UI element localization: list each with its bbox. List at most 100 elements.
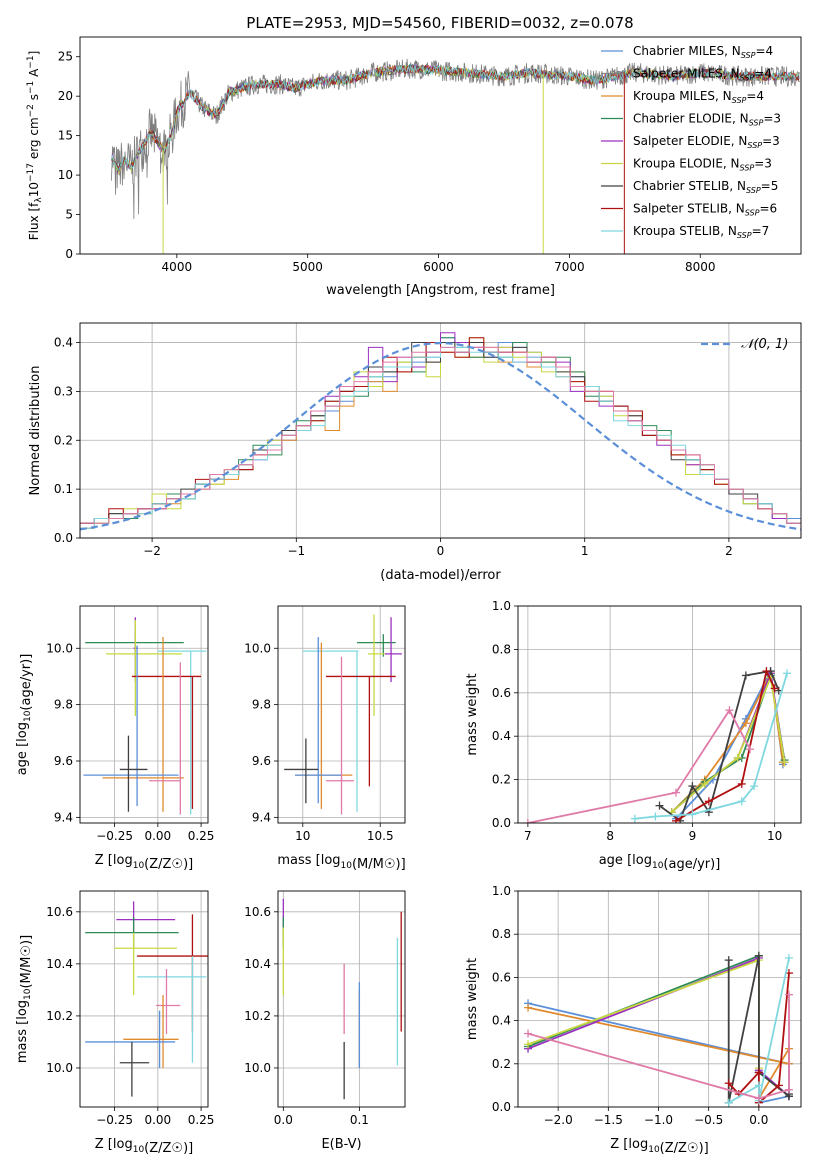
weight-line <box>527 994 790 1100</box>
histogram-series <box>80 346 801 538</box>
x-tick-label: −0.25 <box>96 829 133 843</box>
legend-label: Salpeter STELIB, N <box>633 202 745 216</box>
spectrum-panel: 4000 5000 6000 7000 8000 0 5 10 15 20 25 wavelength… <box>26 36 802 298</box>
x-tick-label: 0.1 <box>350 1113 369 1127</box>
legend-label: Chabrier MILES, N <box>633 44 741 58</box>
axes-frame <box>277 890 406 1108</box>
y-axis-label-part: 10 <box>27 182 41 197</box>
legend-suffix: =6 <box>759 202 777 216</box>
y-axis-label-part: −2 <box>26 104 36 117</box>
legend-entry: Chabrier MILES, NSSP=4 <box>633 44 773 60</box>
legend-sub: SSP <box>741 51 756 60</box>
y-tick-label: 9.6 <box>252 754 271 768</box>
x-axis-label: Z [log10(Z/Z☉)] <box>95 853 193 872</box>
x-tick-label: −1.5 <box>594 1113 623 1127</box>
spectrum-model-line <box>111 64 800 171</box>
axes-frame <box>277 605 406 824</box>
y-tick-label: 10.6 <box>46 905 73 919</box>
axes-frame <box>79 890 209 1108</box>
y-tick-label: 10.0 <box>244 641 271 655</box>
z-weight-panel: −2.0 −1.5 −1.0 −0.5 0.0 0.0 0.2 0.4 0.6 0.8 1.0 Z [… <box>465 884 802 1156</box>
age-weight-panel: 7 8 9 10 0.0 0.2 0.4 0.6 0.8 1.0 age [log10(age/yr… <box>465 599 802 872</box>
y-tick-label: 9.4 <box>252 810 271 824</box>
x-axis-label: Z [log10(Z/Z☉)] <box>610 1137 708 1156</box>
axes-frame <box>79 605 209 824</box>
y-tick-label: 0.4 <box>54 336 73 350</box>
panels: 4000 5000 6000 7000 80000510152025wavelength… <box>15 36 802 1156</box>
y-tick-label: 0.8 <box>492 642 511 656</box>
y-axis-label: age [log10(age/yr)] <box>15 654 34 776</box>
y-tick-label: 0.4 <box>492 729 511 743</box>
weight-lines <box>523 667 792 823</box>
axes-frame <box>517 890 802 1108</box>
y-tick-label: 1.0 <box>492 599 511 613</box>
y-tick-label: 9.8 <box>252 698 271 712</box>
legend-label: Chabrier ELODIE, N <box>633 112 749 126</box>
y-axis-label: Flux [fλ10−17 erg cm−2 s−1 A−1] <box>26 51 44 241</box>
legend-suffix: =5 <box>761 179 779 193</box>
y-tick-label: 0.0 <box>54 531 73 545</box>
y-tick-label: 10.4 <box>46 957 73 971</box>
legend-label: Salpeter MILES, N <box>633 67 740 81</box>
errorbars <box>83 617 207 815</box>
x-tick-label: 9 <box>689 829 697 843</box>
z-age-panel: −0.25 0.00 0.25 9.4 9.6 9.8 10.0 Z [log10(Z/Z☉)… <box>15 605 214 872</box>
legend-suffix: =4 <box>755 44 773 58</box>
x-tick-label: 0.00 <box>144 1113 171 1127</box>
figure-title: PLATE=2953, MJD=54560, FIBERID=0032, z=0… <box>246 14 633 32</box>
legend-entry: Kroupa STELIB, NSSP=7 <box>633 224 769 240</box>
x-axis-label: mass [log10(M/M☉)] <box>277 853 405 872</box>
x-tick-label: −0.5 <box>694 1113 723 1127</box>
y-tick-label: 10.0 <box>244 1061 271 1075</box>
x-axis-label: Z [log10(Z/Z☉)] <box>95 1137 193 1156</box>
y-tick-label: 9.8 <box>54 698 73 712</box>
y-axis-label: mass weight <box>465 958 480 1040</box>
y-tick-label: 0.6 <box>492 970 511 984</box>
spectrum-lines <box>111 58 800 254</box>
legend-suffix: =3 <box>763 112 781 126</box>
legend-entry: Kroupa MILES, NSSP=4 <box>633 89 764 105</box>
errorbars <box>282 898 402 1100</box>
x-tick-label: 0.00 <box>144 829 171 843</box>
y-tick-label: 0.6 <box>492 686 511 700</box>
spectrum-model-line <box>111 64 800 171</box>
y-axis-label-part: A <box>27 68 41 81</box>
x-tick-label: 5000 <box>292 260 323 274</box>
legend-suffix: =7 <box>752 224 770 238</box>
x-tick-label: −2 <box>143 544 161 558</box>
y-tick-label: 1.0 <box>492 884 511 898</box>
y-tick-label: 10.6 <box>244 905 271 919</box>
y-tick-label: 10.4 <box>244 957 271 971</box>
x-tick-label: −1 <box>287 544 305 558</box>
y-tick-label: 0.8 <box>492 927 511 941</box>
x-axis-label: (data-model)/error <box>380 568 501 583</box>
x-tick-label: 7000 <box>554 260 585 274</box>
x-tick-label: 10 <box>295 829 310 843</box>
x-tick-label: 2 <box>725 544 733 558</box>
y-axis-label-part: erg cm <box>27 117 41 163</box>
y-tick-label: 20 <box>58 89 73 103</box>
y-tick-label: 0.3 <box>54 384 73 398</box>
normal-curve <box>80 341 801 531</box>
y-axis-label-part: −17 <box>26 163 36 182</box>
y-tick-label: 0.1 <box>54 482 73 496</box>
y-tick-label: 0.4 <box>492 1014 511 1028</box>
y-axis-label-part: ] <box>27 51 41 56</box>
y-axis-label: Normed distribution <box>28 366 43 496</box>
legend-label: Chabrier STELIB, N <box>633 179 746 193</box>
x-tick-label: 7 <box>524 829 532 843</box>
y-axis-label-part: s <box>27 94 41 104</box>
x-axis-label: wavelength [Angstrom, rest frame] <box>326 283 555 298</box>
x-tick-label: 4000 <box>162 260 193 274</box>
errorbars <box>284 614 402 815</box>
y-tick-label: 0.0 <box>492 816 511 830</box>
weight-lines <box>524 951 793 1107</box>
y-tick-label: 0.0 <box>492 1100 511 1114</box>
mass-age-panel: 10 10.5 9.4 9.6 9.8 10.0 mass [log10(M/M☉)] <box>244 605 406 872</box>
legend-label: Kroupa ELODIE, N <box>633 157 740 171</box>
legend-label: Kroupa STELIB, N <box>633 224 737 238</box>
x-tick-label: −0.25 <box>96 1113 133 1127</box>
y-axis-label-part: −1 <box>26 55 36 68</box>
residuals-panel: −2 −1 0 1 2 0.0 0.1 0.2 0.3 0.4 𝒩(0, 1) (data-model… <box>28 322 802 583</box>
